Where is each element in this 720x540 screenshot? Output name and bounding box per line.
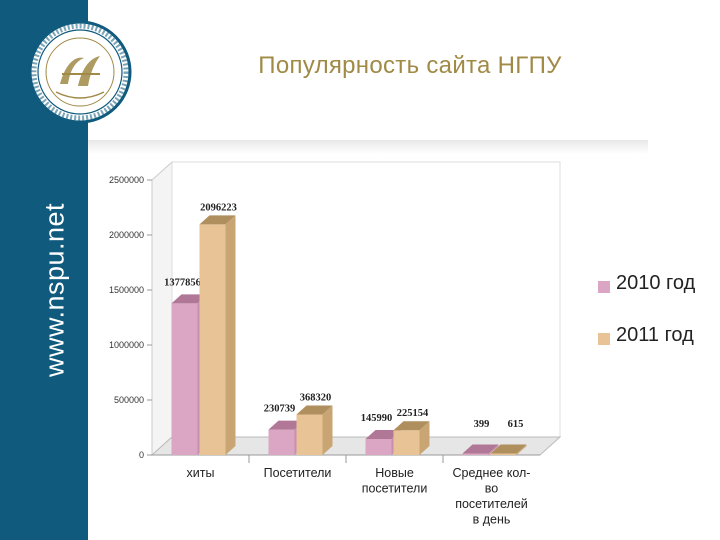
bar-side-2011 [516,444,527,455]
bar-top-2011 [490,444,527,454]
data-label-2011: 615 [508,419,524,430]
bar-top-2011 [296,405,333,415]
bar-2011 [393,430,420,455]
data-label-2011: 225154 [397,408,429,419]
category-label: посетителей [455,497,528,511]
bar-top-2010 [365,429,402,439]
bar-2011 [296,414,323,455]
data-label-2010: 399 [474,419,490,430]
y-tick-label: 1500000 [109,285,144,295]
data-label-2011: 368320 [300,392,332,403]
data-label-2010: 1377856 [164,277,201,288]
bar-top-2010 [171,294,208,304]
bar-top-2010 [462,444,499,454]
bar-top-2011 [393,421,430,431]
category-label: посетители [362,482,428,496]
university-logo-icon [28,20,132,124]
bar-2010 [268,429,295,455]
y-tick-label: 2500000 [109,175,144,185]
page-title: Популярность сайта НГПУ [258,52,562,79]
bar-2011 [490,453,517,455]
bar-2010 [171,303,198,455]
category-label: Посетители [264,466,332,480]
category-label: Новые [375,466,414,480]
chart-side-wall [151,160,173,457]
y-tick-label: 500000 [114,395,144,405]
bar-top-2010 [268,420,305,430]
bar-side-2010 [488,444,499,455]
y-tick-label: 2000000 [109,230,144,240]
legend-swatch-2011 [598,333,610,345]
category-label: во [485,482,499,496]
y-tick-label: 1000000 [109,340,144,350]
legend-label-2010: 2010 год [616,272,696,294]
data-label-2010: 230739 [264,404,296,415]
bar-2011 [199,224,226,455]
bar-top-2011 [199,215,236,225]
legend-swatch-2010 [598,281,610,293]
bar-2010 [365,438,392,455]
bar-side-2011 [225,215,236,455]
data-label-2010: 145990 [361,413,393,424]
legend-label-2011: 2011 год [616,324,694,346]
header-divider [88,140,648,154]
data-label-2011: 2096223 [200,202,237,213]
category-label: хиты [187,466,215,480]
category-label: в день [473,513,511,527]
category-label: Среднее кол- [453,466,531,480]
y-tick-label: 0 [139,450,144,460]
bar-side-2011 [419,421,430,455]
bar-side-2011 [322,405,333,455]
bar-2010 [462,453,489,455]
